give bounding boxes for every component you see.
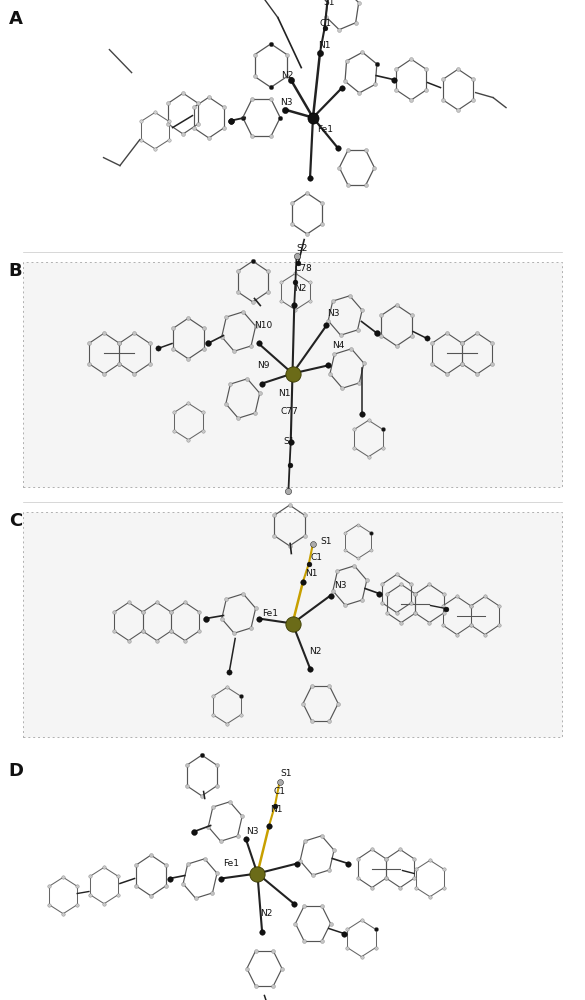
FancyBboxPatch shape: [23, 262, 562, 487]
Text: S1: S1: [284, 437, 295, 446]
Text: S2: S2: [297, 244, 308, 253]
Text: C: C: [9, 512, 22, 530]
Text: N1: N1: [270, 805, 283, 814]
Text: N2: N2: [281, 71, 293, 80]
Text: N3: N3: [335, 581, 347, 590]
Text: B: B: [9, 262, 22, 280]
Text: N2: N2: [309, 647, 321, 656]
Text: N1: N1: [278, 389, 290, 398]
Text: C77: C77: [281, 407, 298, 416]
Text: N2: N2: [260, 909, 273, 918]
Text: D: D: [9, 762, 24, 780]
FancyBboxPatch shape: [23, 512, 562, 737]
Text: Fe1: Fe1: [317, 125, 333, 134]
Text: N9: N9: [257, 361, 270, 370]
Text: A: A: [9, 10, 23, 28]
Text: N1: N1: [305, 569, 318, 578]
Text: C1: C1: [320, 19, 332, 28]
Text: C1: C1: [274, 787, 286, 796]
Text: Fe1: Fe1: [262, 609, 278, 618]
Text: C1: C1: [310, 553, 322, 562]
Text: N3: N3: [328, 309, 340, 318]
Text: N4: N4: [332, 341, 345, 350]
Text: N1: N1: [318, 41, 330, 50]
Text: N2: N2: [294, 284, 307, 293]
Text: N3: N3: [280, 98, 292, 107]
Text: C78: C78: [294, 264, 312, 273]
Text: N10: N10: [254, 321, 273, 330]
Text: S1: S1: [321, 537, 332, 546]
Text: N3: N3: [246, 827, 258, 836]
Text: Fe1: Fe1: [223, 859, 239, 868]
Text: S1: S1: [324, 0, 335, 7]
Text: S1: S1: [281, 769, 292, 778]
